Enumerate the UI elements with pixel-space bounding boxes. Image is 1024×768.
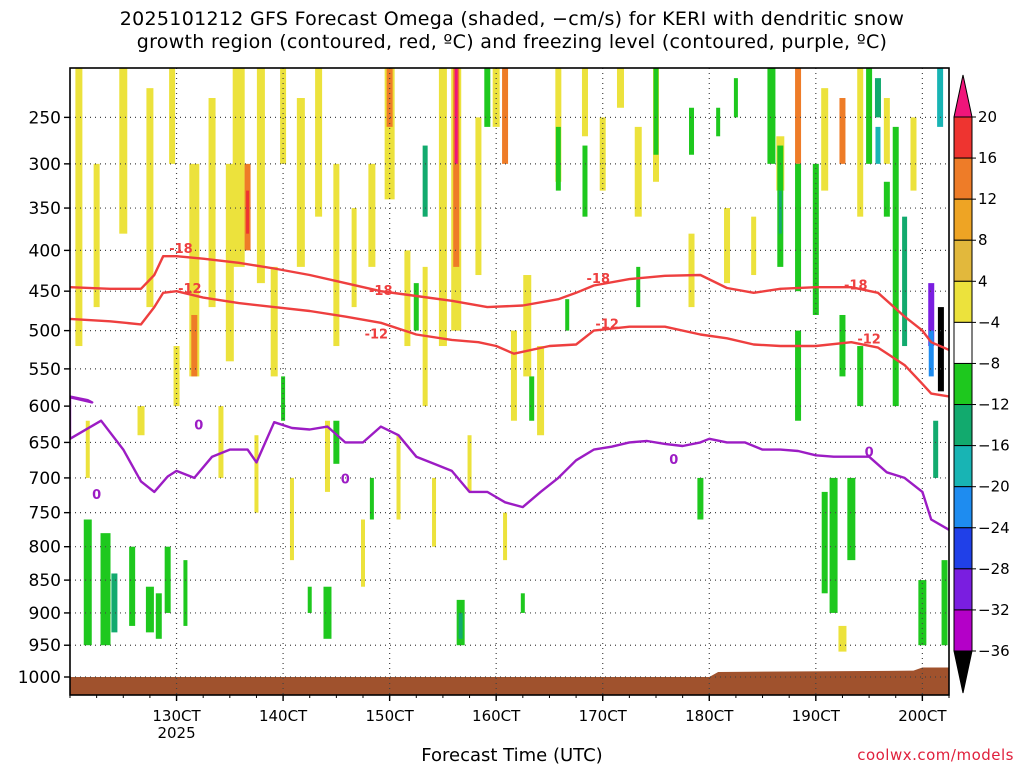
- x-year-label: 2025: [157, 724, 195, 742]
- x-tick-label: 170CT: [579, 707, 628, 725]
- y-tick-label: 300: [29, 155, 61, 175]
- y-tick-label: 500: [29, 322, 61, 342]
- x-axis-title: Forecast Time (UTC): [421, 745, 603, 766]
- contour-label: -18: [169, 242, 193, 257]
- y-tick-label: 650: [29, 433, 61, 453]
- colorbar-segment: [953, 157, 973, 200]
- colorbar-segment: [953, 609, 973, 652]
- colorbar-label: −12: [978, 396, 1010, 414]
- colorbar-segment: [953, 445, 973, 488]
- y-tick-label: 900: [29, 604, 61, 624]
- x-tick-label: 140CT: [259, 707, 308, 725]
- y-tick-label: 450: [29, 282, 61, 302]
- y-tick-label: 550: [29, 360, 61, 380]
- colorbar-label: 4: [978, 272, 988, 290]
- y-tick-label: 1000: [18, 668, 61, 688]
- colorbar-segment: [953, 568, 973, 611]
- colorbar-label: 20: [978, 108, 997, 126]
- y-tick-label: 850: [29, 571, 61, 591]
- y-tick-label: 800: [29, 538, 61, 558]
- contour-labels: -18 -18 -18 -18 -12 -12 -12 -12 0 0 0 0 0: [92, 242, 881, 503]
- omega-shading: [70, 68, 949, 695]
- x-axis: 130CT 140CT 150CT 160CT 170CT 180CT 190CT 200CT…: [69, 695, 950, 742]
- credit-text: coolwx.com/models: [857, 746, 1014, 764]
- contour-label: 0: [669, 453, 678, 468]
- colorbar-top-arrow: [953, 74, 973, 118]
- colorbar-label: −36: [978, 642, 1010, 660]
- gridlines: [70, 68, 949, 695]
- x-tick-label: 180CT: [685, 707, 734, 725]
- colorbar-segment: [953, 362, 973, 406]
- colorbar-segment: [953, 321, 973, 364]
- x-tick-label: 200CT: [898, 707, 947, 725]
- contour-label: -12: [595, 317, 619, 332]
- colorbar-label: 16: [978, 149, 997, 167]
- y-tick-label: 400: [29, 241, 61, 261]
- x-tick-label: 150CT: [365, 707, 414, 725]
- colorbar-bottom-arrow: [953, 650, 973, 694]
- y-axis: 250 300 350 400 450 500 550 600 650 700 750 800 850 9…: [18, 108, 70, 688]
- colorbar-label: 8: [978, 231, 988, 249]
- plot-frame: [69, 67, 950, 696]
- contour-label: -12: [178, 282, 202, 297]
- y-tick-label: 350: [29, 199, 61, 219]
- contour-label: 0: [92, 488, 101, 503]
- contour-label: -18: [369, 284, 393, 299]
- colorbar-segment: [953, 404, 973, 447]
- terrain-fill: [70, 667, 949, 695]
- contours: [70, 255, 949, 531]
- y-tick-label: 600: [29, 397, 61, 417]
- colorbar-segment: [953, 116, 973, 159]
- colorbar-label: −4: [978, 313, 1000, 331]
- contour-minus18: [70, 255, 949, 352]
- contour-label: -18: [587, 272, 611, 287]
- x-tick-label: 160CT: [472, 707, 521, 725]
- contour-minus12: [70, 290, 949, 398]
- colorbar-segment: [953, 280, 973, 323]
- contour-0: [70, 395, 949, 531]
- colorbar-label: −24: [978, 519, 1010, 537]
- colorbar-label: −28: [978, 560, 1010, 578]
- chart-title-line-1: 2025101212 GFS Forecast Omega (shaded, −…: [119, 8, 905, 30]
- contour-label: 0: [865, 446, 874, 461]
- contour-label: -12: [857, 333, 881, 348]
- colorbar-segment: [953, 486, 973, 529]
- y-tick-label: 700: [29, 469, 61, 489]
- x-tick-label: 130CT: [152, 707, 201, 725]
- y-tick-label: 750: [29, 504, 61, 524]
- contour-label: -18: [844, 279, 868, 294]
- colorbar-segment: [953, 527, 973, 570]
- y-tick-label: 250: [29, 108, 61, 128]
- y-tick-label: 950: [29, 636, 61, 656]
- colorbar-segment: [953, 198, 973, 241]
- contour-label: -12: [365, 327, 389, 342]
- colorbar-segment: [953, 239, 973, 282]
- colorbar-label: −8: [978, 354, 1000, 372]
- colorbar: 20 16 12 8 4 −4 −8 −12 −16 −20 −24 −28 −32 −36: [953, 74, 1010, 694]
- contour-label: 0: [341, 473, 350, 488]
- colorbar-label: −20: [978, 478, 1010, 496]
- chart-title-line-2: growth region (contoured, red, ºC) and f…: [136, 31, 888, 53]
- colorbar-label: 12: [978, 190, 997, 208]
- colorbar-label: −32: [978, 601, 1010, 619]
- x-tick-label: 190CT: [792, 707, 841, 725]
- contour-label: 0: [194, 418, 203, 433]
- colorbar-label: −16: [978, 437, 1010, 455]
